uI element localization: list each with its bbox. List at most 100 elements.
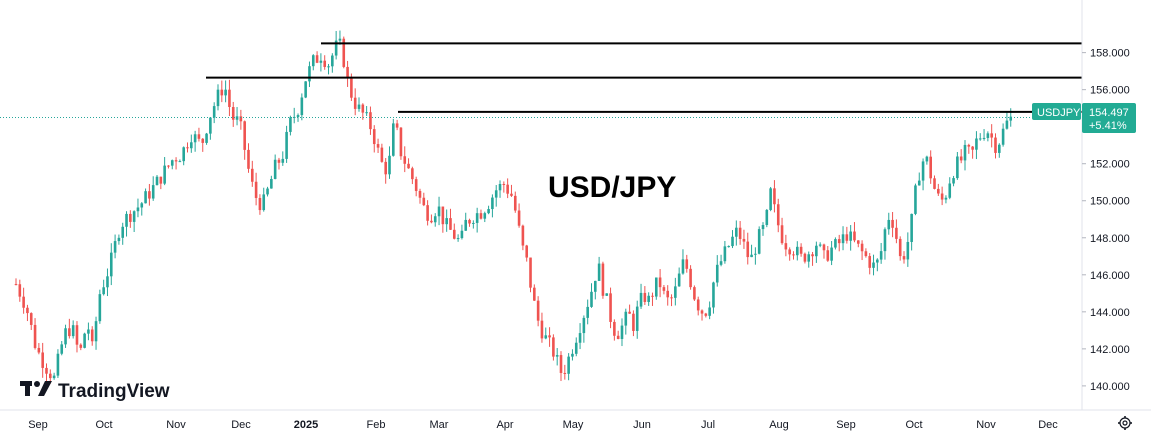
candle bbox=[654, 277, 658, 300]
candle bbox=[906, 232, 910, 267]
time-tick-label: Nov bbox=[976, 419, 996, 431]
candle bbox=[632, 310, 635, 337]
candle bbox=[315, 51, 319, 64]
candle bbox=[845, 226, 849, 244]
candle bbox=[1001, 123, 1005, 147]
candle bbox=[37, 342, 41, 355]
candle bbox=[376, 138, 380, 153]
candle bbox=[14, 278, 18, 286]
candle bbox=[940, 186, 944, 206]
candle bbox=[712, 281, 715, 314]
candle bbox=[365, 105, 368, 117]
candle bbox=[959, 149, 963, 164]
candle bbox=[121, 222, 125, 245]
candle bbox=[746, 232, 750, 265]
candle bbox=[129, 210, 132, 228]
candle bbox=[670, 294, 673, 307]
candle bbox=[925, 155, 929, 165]
settings-gear-icon[interactable] bbox=[1118, 416, 1132, 430]
candle bbox=[494, 185, 498, 207]
candle bbox=[559, 351, 563, 382]
candle bbox=[414, 176, 418, 197]
candle bbox=[270, 175, 273, 189]
candle bbox=[487, 205, 490, 215]
time-tick-label: Feb bbox=[367, 419, 386, 431]
candle bbox=[685, 254, 689, 273]
candle bbox=[921, 158, 925, 191]
candle bbox=[437, 196, 441, 226]
candle bbox=[498, 180, 502, 198]
candle bbox=[197, 127, 201, 142]
candle bbox=[331, 53, 334, 73]
candle bbox=[517, 203, 521, 228]
candle bbox=[205, 132, 208, 145]
time-tick-label: Oct bbox=[95, 419, 112, 431]
candle bbox=[201, 138, 205, 152]
candle bbox=[681, 249, 685, 275]
candle bbox=[613, 319, 616, 341]
candle bbox=[605, 293, 609, 297]
candle bbox=[212, 102, 216, 124]
time-tick-label: Apr bbox=[496, 419, 513, 431]
candle bbox=[132, 210, 136, 233]
candle bbox=[1005, 111, 1009, 130]
candle bbox=[914, 183, 917, 216]
symbol-label: USDJPY bbox=[1037, 107, 1081, 119]
resistance-levels-layer bbox=[206, 42, 1082, 113]
price-tick-label: 148.000 bbox=[1090, 233, 1130, 245]
candle bbox=[769, 186, 772, 212]
candle bbox=[776, 198, 780, 233]
candle bbox=[738, 221, 742, 245]
candle bbox=[571, 349, 574, 361]
candle bbox=[224, 80, 227, 103]
candle bbox=[933, 175, 936, 190]
candle bbox=[552, 334, 555, 361]
time-tick-label: Aug bbox=[769, 419, 789, 431]
candle bbox=[102, 279, 105, 296]
candle bbox=[79, 343, 83, 351]
time-tick-label: Jun bbox=[633, 419, 651, 431]
candle bbox=[658, 269, 662, 298]
change-percent-label: +5.41% bbox=[1089, 120, 1127, 132]
candle bbox=[87, 322, 90, 341]
candle bbox=[113, 234, 117, 259]
time-tick-label: Mar bbox=[430, 419, 449, 431]
candle bbox=[761, 222, 765, 236]
candle bbox=[917, 172, 921, 186]
candle bbox=[937, 183, 940, 196]
candle bbox=[430, 214, 433, 224]
candle bbox=[308, 61, 311, 88]
candle bbox=[555, 348, 559, 366]
candle bbox=[639, 283, 643, 309]
candle bbox=[475, 207, 479, 233]
candle bbox=[864, 248, 868, 258]
candle bbox=[540, 312, 544, 343]
symbol-label-background bbox=[1032, 103, 1081, 120]
candle bbox=[452, 223, 456, 240]
candle bbox=[327, 63, 330, 75]
candle bbox=[898, 236, 902, 261]
candle bbox=[353, 88, 357, 116]
candle bbox=[220, 80, 224, 103]
candle bbox=[784, 234, 788, 257]
time-tick-label: 2025 bbox=[294, 419, 318, 431]
time-tick-label: Jul bbox=[701, 419, 715, 431]
candle bbox=[60, 341, 64, 356]
candle bbox=[449, 208, 452, 231]
candle bbox=[544, 327, 548, 340]
candle bbox=[174, 157, 178, 170]
candle bbox=[468, 218, 471, 227]
candle bbox=[651, 292, 654, 306]
candle bbox=[346, 60, 349, 87]
candle bbox=[392, 118, 395, 157]
candle bbox=[574, 337, 578, 357]
candle bbox=[689, 265, 692, 290]
candle bbox=[98, 289, 102, 324]
candle bbox=[190, 134, 193, 153]
candle bbox=[860, 240, 864, 261]
candle bbox=[902, 251, 906, 264]
candle bbox=[647, 292, 650, 306]
candle bbox=[491, 194, 494, 218]
price-tick-label: 152.000 bbox=[1090, 159, 1130, 171]
